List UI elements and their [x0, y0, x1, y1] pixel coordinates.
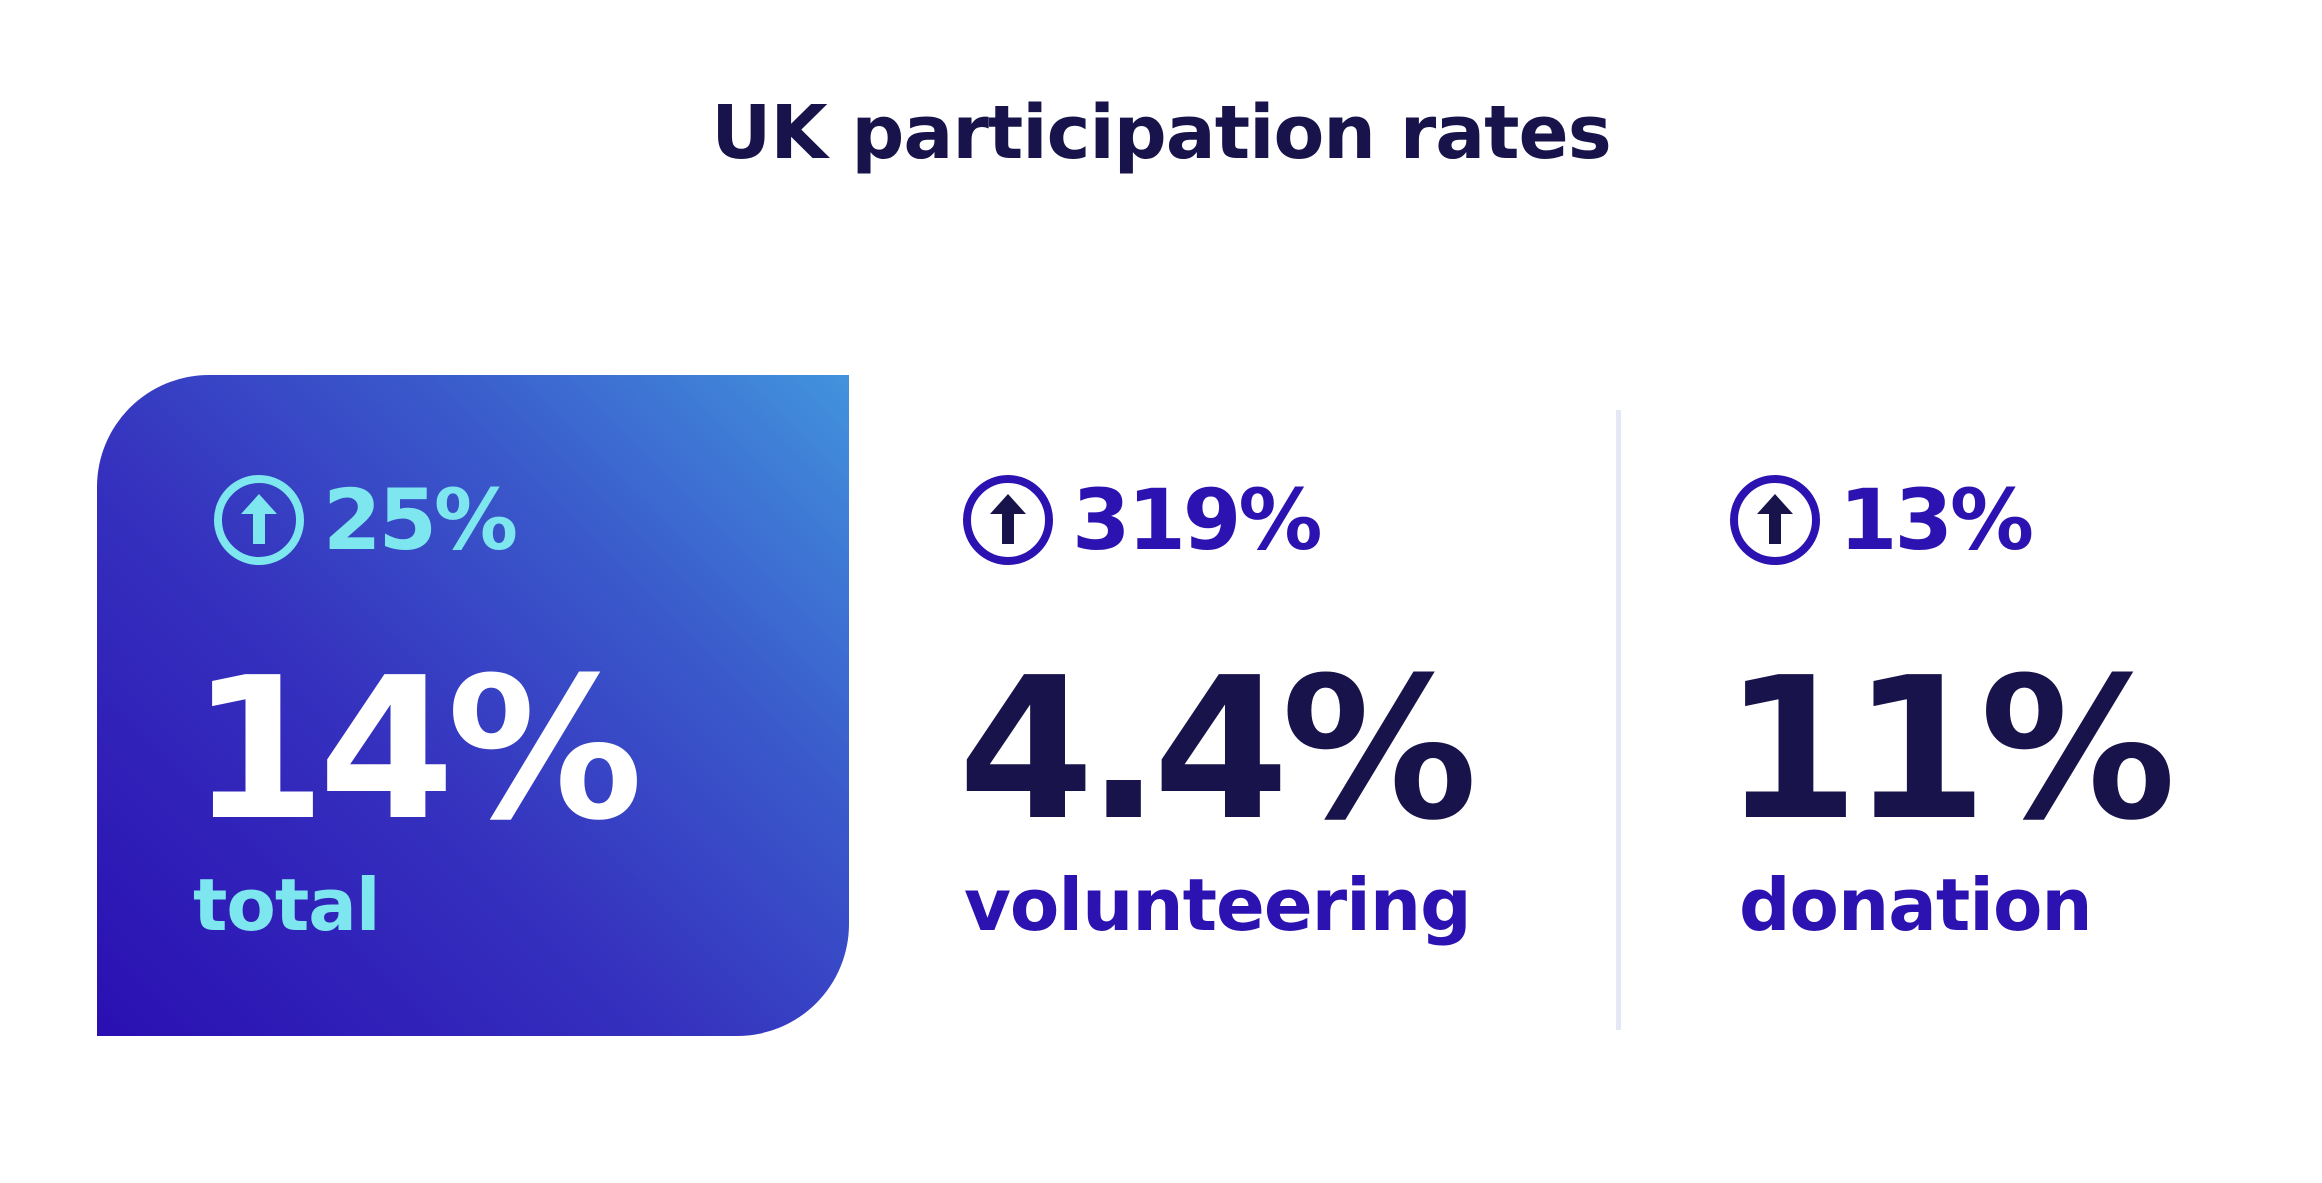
stat-donation-change-value: 13%	[1839, 471, 2034, 569]
stat-volunteering-change-value: 319%	[1072, 471, 1323, 569]
stat-volunteering-change: 319%	[960, 470, 1323, 570]
stat-total-change: 25%	[211, 470, 518, 570]
stat-total-value: 14%	[190, 636, 643, 864]
arrow-up-circle-icon	[963, 475, 1053, 565]
stat-volunteering-label: volunteering	[964, 863, 1472, 947]
stat-volunteering-value: 4.4%	[958, 636, 1478, 864]
arrow-up-circle-icon	[1730, 475, 1820, 565]
highlight-card-total	[97, 375, 849, 1036]
stat-total-label: total	[193, 863, 381, 947]
stat-donation-value: 11%	[1723, 636, 2176, 864]
page-title: UK participation rates	[711, 90, 1612, 176]
divider	[1616, 410, 1621, 1030]
stat-donation-label: donation	[1739, 863, 2093, 947]
arrow-up-circle-icon	[214, 475, 304, 565]
stat-total-change-value: 25%	[323, 471, 518, 569]
stat-donation-change: 13%	[1727, 470, 2034, 570]
